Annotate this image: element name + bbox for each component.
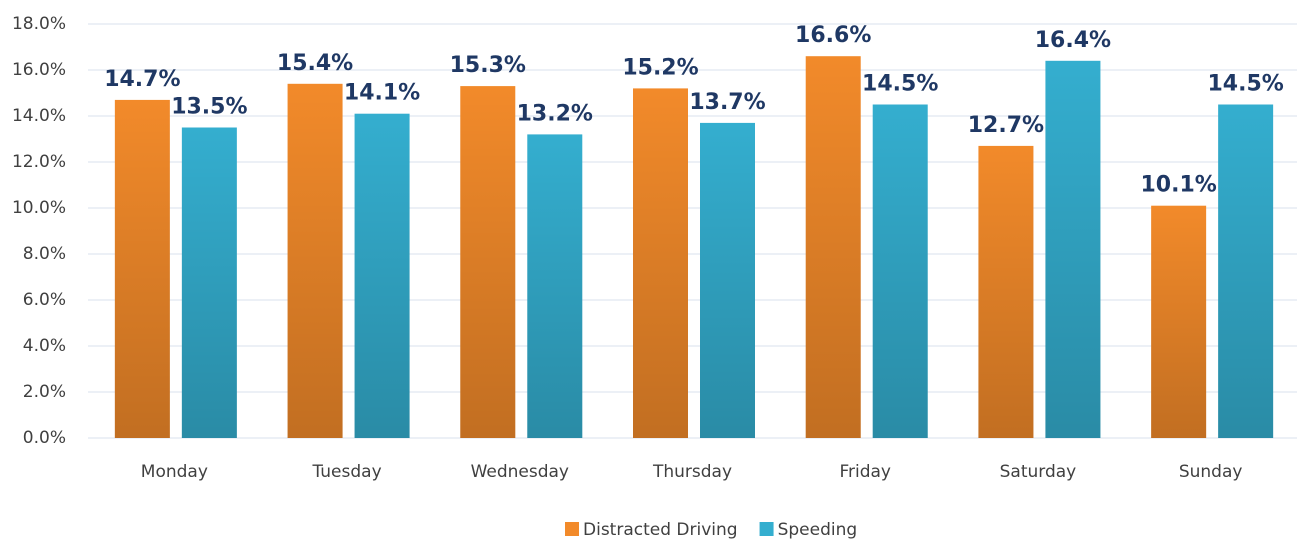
- value-label: 15.2%: [622, 55, 698, 80]
- value-label: 16.4%: [1035, 28, 1111, 53]
- y-tick-label: 4.0%: [23, 336, 66, 356]
- bar: [460, 86, 516, 438]
- value-label: 13.7%: [689, 90, 765, 115]
- y-tick-label: 8.0%: [23, 244, 66, 264]
- legend-swatch: [565, 522, 579, 536]
- value-label: 10.1%: [1140, 173, 1216, 198]
- y-tick-label: 0.0%: [23, 428, 66, 448]
- bar: [1218, 104, 1274, 438]
- y-tick-label: 6.0%: [23, 290, 66, 310]
- value-label: 16.6%: [795, 23, 871, 48]
- x-tick-label: Saturday: [1000, 462, 1077, 482]
- x-tick-label: Friday: [839, 462, 891, 482]
- value-label: 14.7%: [104, 67, 180, 92]
- bar: [181, 127, 237, 438]
- value-label: 15.4%: [277, 51, 353, 76]
- value-label: 14.1%: [344, 81, 420, 106]
- value-label: 15.3%: [450, 53, 526, 78]
- x-tick-label: Monday: [141, 462, 208, 482]
- y-tick-label: 16.0%: [12, 60, 66, 80]
- y-tick-label: 18.0%: [12, 14, 66, 34]
- value-label: 13.5%: [171, 95, 247, 120]
- x-tick-label: Sunday: [1179, 462, 1243, 482]
- y-tick-label: 2.0%: [23, 382, 66, 402]
- bar: [805, 56, 861, 438]
- legend-swatch: [759, 522, 774, 536]
- y-tick-label: 14.0%: [12, 106, 66, 126]
- x-tick-label: Tuesday: [311, 462, 381, 482]
- legend-label: Speeding: [778, 520, 858, 540]
- x-tick-label: Wednesday: [471, 462, 569, 482]
- bar: [1151, 205, 1207, 438]
- bar: [287, 83, 343, 439]
- value-label: 13.2%: [517, 101, 593, 126]
- bar: [978, 145, 1034, 438]
- bar: [700, 122, 755, 439]
- value-label: 14.5%: [862, 72, 938, 97]
- bar: [354, 113, 410, 438]
- legend-label: Distracted Driving: [583, 520, 738, 540]
- bar: [1045, 60, 1101, 439]
- value-label: 14.5%: [1207, 72, 1283, 97]
- bar: [872, 104, 928, 438]
- bar: [527, 134, 583, 438]
- bar: [633, 88, 688, 439]
- x-tick-label: Thursday: [652, 462, 732, 482]
- y-tick-label: 10.0%: [12, 198, 66, 218]
- bar: [114, 99, 170, 439]
- y-tick-label: 12.0%: [12, 152, 66, 172]
- value-label: 12.7%: [968, 113, 1044, 138]
